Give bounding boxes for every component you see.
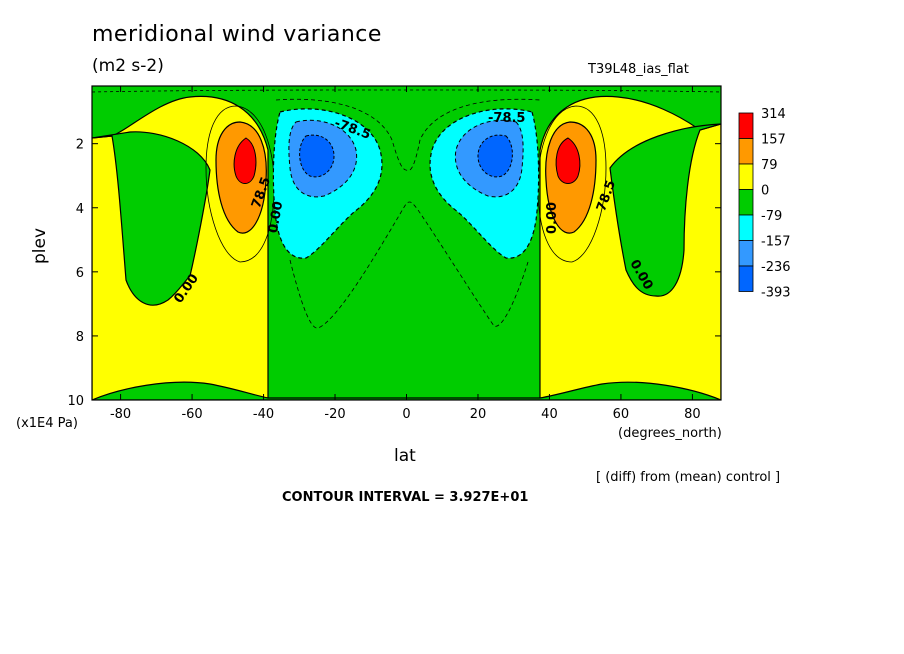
y-tick-label: 8 xyxy=(76,330,84,345)
legend-label: -157 xyxy=(761,235,791,250)
legend-swatch xyxy=(738,265,754,292)
legend-swatch xyxy=(738,163,754,190)
contour-line-right xyxy=(537,105,607,263)
y-tick-label: 10 xyxy=(67,394,84,409)
experiment-label: T39L48_ias_flat xyxy=(588,62,689,77)
contour-dashed-lower xyxy=(289,201,529,329)
legend-swatch xyxy=(738,189,754,216)
diff-note: [ (diff) from (mean) control ] xyxy=(596,470,781,485)
color-legend: 314 157 79 0 -79 -157 -236 -393 xyxy=(738,107,791,301)
contour-label: -78.5 xyxy=(488,111,525,126)
legend-swatch xyxy=(738,138,754,165)
x-tick-label: 60 xyxy=(613,407,630,422)
contour-label: 0.00 xyxy=(266,200,286,234)
y-tick-label: 6 xyxy=(76,266,84,281)
region-157-right xyxy=(555,137,581,184)
region-157-left xyxy=(233,137,257,184)
y-units-label: (x1E4 Pa) xyxy=(16,416,78,431)
region-zero-left-pocket xyxy=(92,131,211,306)
contour-label: 0.00 xyxy=(545,202,560,234)
x-axis-label: lat xyxy=(394,446,416,466)
legend-label: 157 xyxy=(761,133,786,148)
x-tick-label: 40 xyxy=(541,407,558,422)
legend-label: -79 xyxy=(761,209,782,224)
chart-title: meridional wind variance xyxy=(92,22,382,47)
x-tick-label: 20 xyxy=(470,407,487,422)
legend-label: 0 xyxy=(761,184,769,199)
y-axis-label: plev xyxy=(30,227,50,264)
x-tick-label: 0 xyxy=(402,407,410,422)
region-zero-right-pocket xyxy=(609,123,721,297)
legend-swatch xyxy=(738,240,754,267)
x-tick-label: -20 xyxy=(324,407,345,422)
x-axis: -80 -60 -40 -20 0 20 40 60 80 xyxy=(110,86,701,422)
legend-label: -393 xyxy=(761,286,791,301)
legend-label: -236 xyxy=(761,260,791,275)
contour-line-left xyxy=(205,105,275,263)
x-tick-label: -80 xyxy=(110,407,131,422)
legend-label: 79 xyxy=(761,158,778,173)
contour-dashed-outer xyxy=(275,98,541,171)
x-units-label: (degrees_north) xyxy=(618,426,722,441)
legend-label: 314 xyxy=(761,107,786,122)
region-neg236-right xyxy=(477,134,513,178)
legend-swatch xyxy=(738,214,754,241)
region-neg236-left xyxy=(299,134,335,178)
x-tick-label: 80 xyxy=(684,407,701,422)
y-tick-label: 4 xyxy=(76,202,84,217)
contour-interval: CONTOUR INTERVAL = 3.927E+01 xyxy=(282,490,529,505)
x-tick-label: -40 xyxy=(253,407,274,422)
legend-swatch xyxy=(738,112,754,139)
region-zero-bottom xyxy=(92,381,721,400)
x-tick-label: -60 xyxy=(181,407,202,422)
chart-units: (m2 s-2) xyxy=(92,56,164,76)
y-tick-label: 2 xyxy=(76,138,84,153)
y-axis: 2 4 6 8 10 xyxy=(67,138,721,409)
